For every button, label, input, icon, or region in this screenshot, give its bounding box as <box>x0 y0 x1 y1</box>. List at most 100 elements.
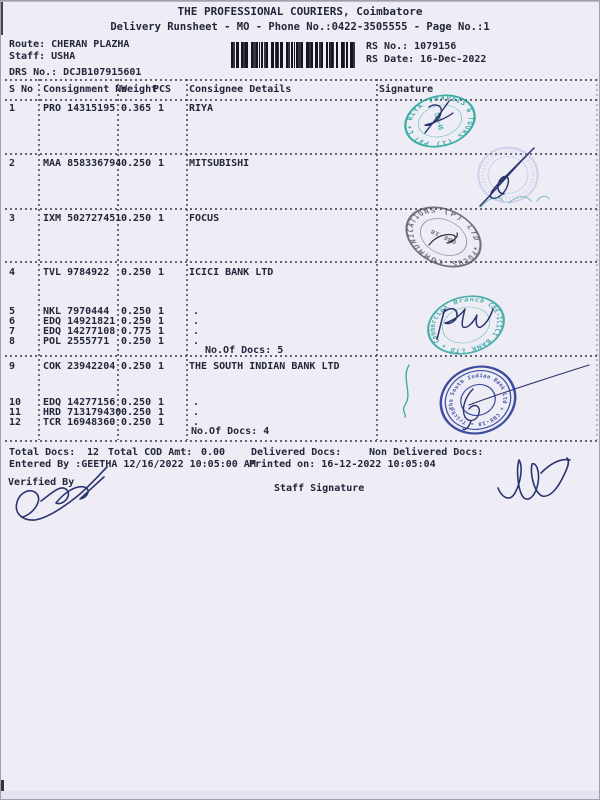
company-title: THE PROFESSIONAL COURIERS, Coimbatore <box>177 5 423 18</box>
cell-consignee: ICICI BANK LTD <box>189 267 274 278</box>
table-row: 7 EDQ 14277108 0.775 1 . <box>1 327 599 338</box>
cell-weight: 0.250 <box>121 417 152 428</box>
cell-weight: 0.250 <box>121 407 152 418</box>
cell-pcs: 1 <box>158 316 165 327</box>
table-row: 6 EDQ 14921821 0.250 1 . <box>1 317 599 328</box>
header-separator <box>5 99 597 101</box>
cell-consignment: POL 2555771 <box>43 336 110 347</box>
row-separator <box>5 261 597 263</box>
scan-strip-bottom <box>1 791 599 799</box>
entered-by-field: Entered By :GEETHA 12/16/2022 10:05:00 A… <box>9 459 256 470</box>
cell-pcs: 1 <box>158 306 165 317</box>
col-header-weight: Weight <box>121 84 158 95</box>
cell-sno: 12 <box>9 417 22 428</box>
total-docs-label: Total Docs: <box>9 447 76 458</box>
cell-pcs: 1 <box>158 417 165 428</box>
cell-pcs: 1 <box>158 326 165 337</box>
cell-sno: 3 <box>9 213 16 224</box>
cell-sno: 8 <box>9 336 16 347</box>
col-header-signature: Signature <box>379 84 434 95</box>
cell-consignee: FOCUS <box>189 213 220 224</box>
table-row: 1 PRO 14315195 0.365 1 RIYA <box>1 104 599 115</box>
route-field: Route: CHERAN PLAZHA <box>9 39 130 50</box>
printed-on-field: Printed on: 16-12-2022 10:05:04 <box>249 459 436 470</box>
total-docs-value: 12 <box>87 447 100 458</box>
table-row: 2 MAA 858336794 0.250 1 MITSUBISHI <box>1 159 599 170</box>
delivered-docs-label: Delivered Docs: <box>251 447 342 458</box>
rs-no-field: RS No.: 1079156 <box>366 41 457 52</box>
cell-consignee: MITSUBISHI <box>189 158 250 169</box>
table-row: 3 IXM 502727451 0.250 1 FOCUS <box>1 214 599 225</box>
column-line <box>376 79 378 440</box>
verified-by-signature <box>15 466 108 521</box>
cell-weight: 0.250 <box>121 316 152 327</box>
faint-ink-stamp <box>471 141 545 209</box>
non-delivered-docs-label: Non Delivered Docs: <box>369 447 484 458</box>
table-row: 5 NKL 7970444 0.250 1 . <box>1 307 599 318</box>
runsheet-subtitle: Delivery Runsheet - MO - Phone No.:0422-… <box>110 21 490 33</box>
scan-edge-top <box>1 1 599 2</box>
row-separator <box>5 208 597 210</box>
column-line-right <box>596 79 598 440</box>
table-row: 9 COK 23942204 0.250 1 THE SOUTH INDIAN … <box>1 362 599 373</box>
table-row: 4 TVL 9784922 0.250 1 ICICI BANK LTD <box>1 268 599 279</box>
cell-consignment: TCR 16948360 <box>43 417 116 428</box>
column-line <box>38 79 40 440</box>
stamp2-signature <box>479 147 535 207</box>
docs-count-note: No.Of Docs: 4 <box>191 426 270 437</box>
table-row: 11 HRD 713179430 0.250 1 . <box>1 408 599 419</box>
cell-consignee: RIYA <box>189 103 214 114</box>
cell-pcs: 1 <box>158 397 165 408</box>
total-cod-label: Total COD Amt: <box>108 447 193 458</box>
cell-consignment: PRO 14315195 <box>43 103 116 114</box>
cell-sno: 11 <box>9 407 22 418</box>
table-row: 12 TCR 16948360 0.250 1 . <box>1 418 599 429</box>
cell-consignment: NKL 7970444 <box>43 306 110 317</box>
docs-count-note: No.Of Docs: 5 <box>205 345 284 356</box>
column-line <box>117 79 119 440</box>
cell-pcs: 1 <box>158 407 165 418</box>
cell-consignment: COK 23942204 <box>43 361 116 372</box>
cell-weight: 0.250 <box>121 336 152 347</box>
cell-sno: 4 <box>9 267 16 278</box>
staff-field: Staff: USHA <box>9 51 76 62</box>
cell-sno: 2 <box>9 158 16 169</box>
stamp-center-text: CBE-18 <box>430 228 458 246</box>
cell-consignment: EDQ 14277156 <box>43 397 116 408</box>
cell-sno: 5 <box>9 306 16 317</box>
stamp3-signature <box>428 232 459 246</box>
scan-edge-left <box>1 1 3 35</box>
total-cod-value: 0.00 <box>201 447 226 458</box>
cell-consignee: . <box>193 407 200 418</box>
cell-weight: 0.250 <box>121 361 152 372</box>
cell-pcs: 1 <box>158 336 165 347</box>
table-border-bottom <box>5 440 597 442</box>
cell-weight: 0.775 <box>121 326 152 337</box>
cell-consignee: . <box>193 326 200 337</box>
table-header-row: S No Consignment No Weight PCS Consignee… <box>1 85 599 96</box>
cell-pcs: 1 <box>158 158 165 169</box>
column-line <box>186 79 188 440</box>
cell-weight: 0.250 <box>121 158 152 169</box>
cell-consignee: . <box>193 397 200 408</box>
staff-signature <box>497 457 571 500</box>
cell-weight: 0.250 <box>121 213 152 224</box>
table-border-top <box>5 79 597 81</box>
table-row: 8 POL 2555771 0.250 1 . <box>1 337 599 348</box>
table-row: 10 EDQ 14277156 0.250 1 . <box>1 398 599 409</box>
cell-consignee: . <box>193 306 200 317</box>
verified-by-label: Verified By <box>8 477 75 488</box>
cell-consignment: IXM 502727451 <box>43 213 122 224</box>
cell-sno: 1 <box>9 103 16 114</box>
cell-weight: 0.250 <box>121 306 152 317</box>
cell-pcs: 1 <box>158 361 165 372</box>
cell-weight: 0.250 <box>121 397 152 408</box>
cell-weight: 0.250 <box>121 267 152 278</box>
cell-consignee: THE SOUTH INDIAN BANK LTD <box>189 361 340 372</box>
rs-date-field: RS Date: 16-Dec-2022 <box>366 54 487 65</box>
cell-consignment: MAA 858336794 <box>43 158 122 169</box>
row-separator <box>5 153 597 155</box>
cell-pcs: 1 <box>158 213 165 224</box>
cell-consignment: EDQ 14921821 <box>43 316 116 327</box>
